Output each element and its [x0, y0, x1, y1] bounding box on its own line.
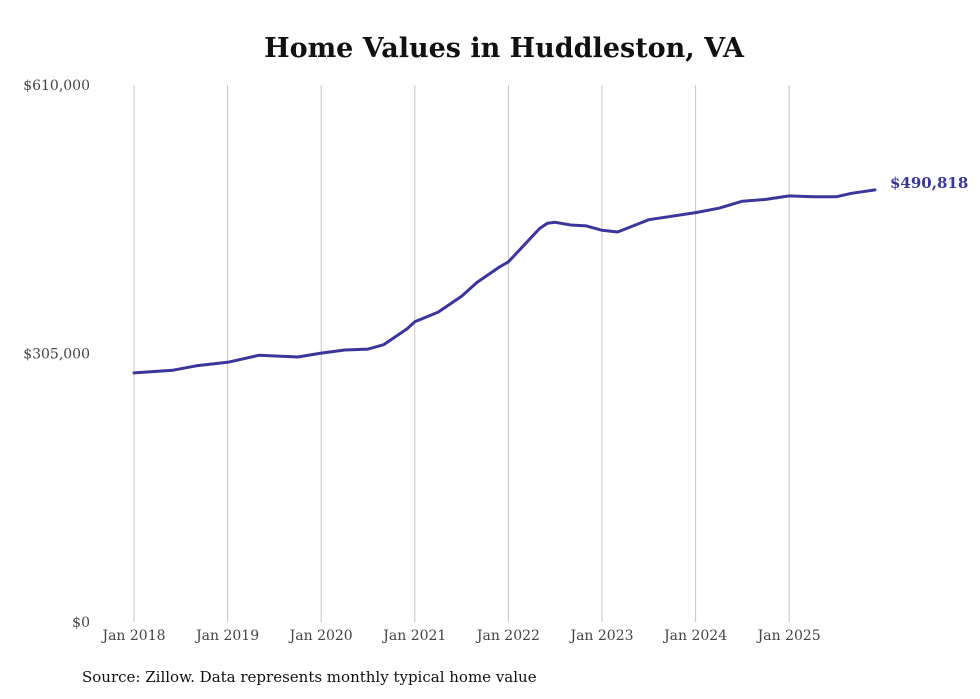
x-tick-label: Jan 2025: [756, 628, 821, 644]
x-tick-label: Jan 2021: [381, 628, 446, 644]
x-tick-label: Jan 2023: [568, 628, 633, 644]
chart-title: Home Values in Huddleston, VA: [264, 33, 744, 64]
y-tick-label: $305,000: [23, 347, 90, 363]
series-line: [132, 188, 877, 375]
y-tick-label: $610,000: [23, 78, 90, 94]
y-tick-label: $0: [72, 615, 90, 631]
x-tick-label: Jan 2020: [288, 628, 353, 644]
x-tick-label: Jan 2019: [194, 628, 259, 644]
x-tick-label: Jan 2022: [475, 628, 540, 644]
source-note: Source: Zillow. Data represents monthly …: [82, 668, 537, 686]
x-tick-label: Jan 2024: [662, 628, 727, 644]
end-value-label: $490,818: [890, 174, 968, 192]
x-tick-label: Jan 2018: [100, 628, 165, 644]
